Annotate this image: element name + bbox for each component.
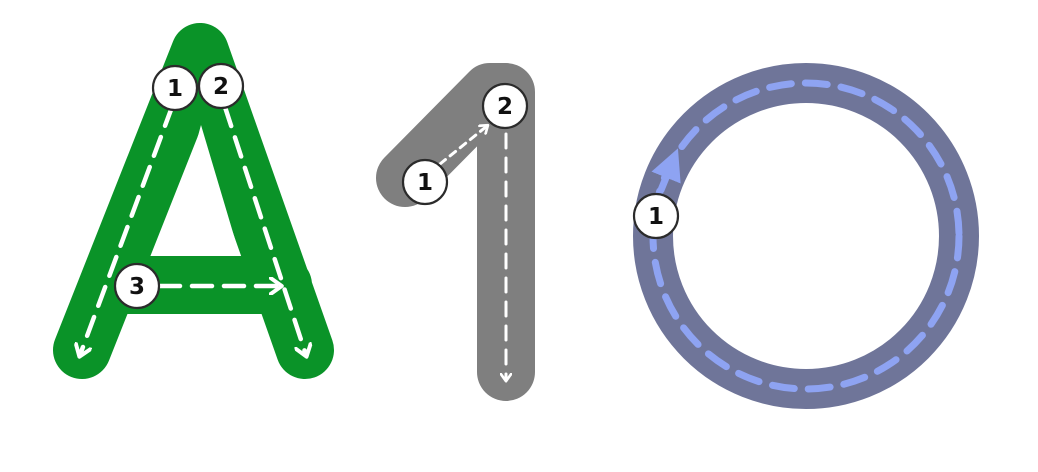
badge-number: 1 bbox=[648, 204, 664, 230]
digit-one-shape bbox=[376, 63, 535, 401]
letter-a-stroke-2-guide bbox=[222, 104, 306, 355]
circle-o-stroke-1-guide bbox=[649, 79, 963, 393]
badge-number: 2 bbox=[497, 94, 513, 120]
letter-a-counter bbox=[168, 125, 237, 246]
circle-o-direction-arrow bbox=[651, 148, 681, 194]
circle-o-badge-1: 1 bbox=[632, 192, 680, 240]
digit-one-stroke-1-guide bbox=[438, 126, 487, 166]
letter-a-stroke-1-guide bbox=[80, 104, 175, 355]
letter-a-badge-1: 1 bbox=[151, 64, 199, 112]
digit-one-badge-1: 1 bbox=[401, 158, 449, 206]
letter-a: 1 2 3 bbox=[53, 23, 334, 379]
badge-number: 3 bbox=[129, 274, 145, 300]
circle-o: 1 bbox=[632, 63, 979, 409]
badge-number: 1 bbox=[167, 76, 183, 102]
letter-a-badge-2: 2 bbox=[197, 62, 245, 110]
letter-a-badge-3: 3 bbox=[113, 262, 161, 310]
badge-number: 1 bbox=[417, 170, 433, 196]
digit-one-badge-2: 2 bbox=[481, 82, 529, 130]
digit-one: 1 2 bbox=[376, 63, 535, 401]
badge-number: 2 bbox=[213, 74, 229, 100]
